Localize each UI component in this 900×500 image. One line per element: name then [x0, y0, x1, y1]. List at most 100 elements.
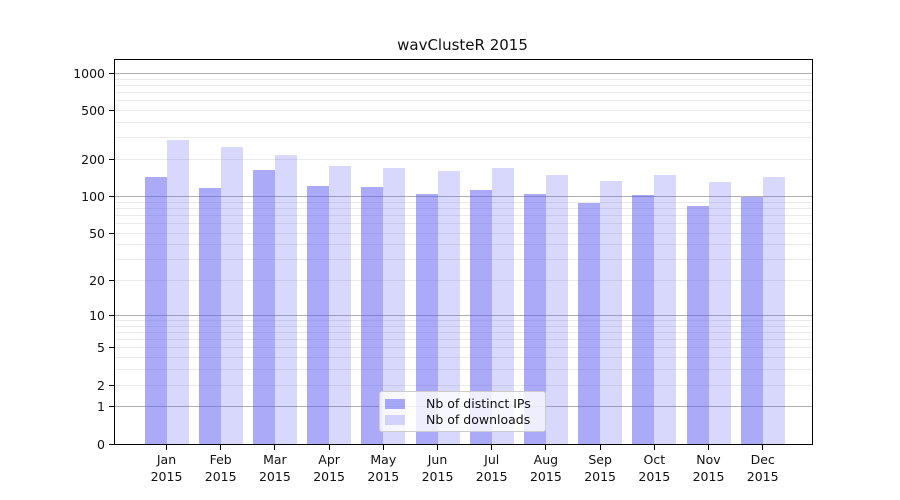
gridline-minor-700 [115, 92, 812, 94]
x-tick-label-dec: Dec 2015 [746, 452, 779, 484]
x-tick-label-jun: Jun 2015 [421, 452, 454, 484]
gridline-minor-5 [115, 347, 812, 349]
y-tick-label-10: 10 [89, 307, 105, 323]
bar-distinct-ips-nov [686, 206, 709, 444]
bar-downloads-apr [329, 166, 352, 444]
bar-downloads-aug [545, 175, 568, 444]
x-tick-nov [708, 445, 709, 450]
bar-distinct-ips-may [361, 186, 384, 444]
gridline-minor-40 [115, 244, 812, 246]
x-tick-oct [653, 445, 655, 450]
legend-label-downloads: Nb of downloads [426, 412, 531, 427]
x-tick-label-mar: Mar 2015 [258, 452, 291, 484]
gridline-minor-2 [115, 384, 812, 386]
gridline-minor-6 [115, 339, 812, 341]
y-tick-1000 [109, 73, 114, 74]
x-tick-feb [220, 445, 222, 450]
bar-downloads-jan [166, 139, 189, 444]
bar-distinct-ips-jun [415, 194, 438, 444]
bar-downloads-sep [600, 180, 623, 444]
y-tick-label-2: 2 [97, 377, 105, 393]
chart-title: wavClusteR 2015 [397, 36, 528, 54]
gridline-minor-50 [115, 232, 812, 234]
gridline-minor-500 [115, 110, 812, 112]
x-tick-label-nov: Nov 2015 [692, 452, 725, 484]
y-tick-label-200: 200 [81, 152, 105, 168]
y-tick-label-20: 20 [89, 273, 105, 289]
y-tick-20 [109, 280, 114, 282]
y-tick-label-1: 1 [97, 399, 105, 415]
gridline-minor-9 [115, 320, 812, 322]
gridline-minor-800 [115, 84, 812, 86]
y-tick-label-5: 5 [97, 340, 105, 356]
gridline-minor-90 [115, 201, 812, 203]
bar-distinct-ips-aug [523, 194, 546, 444]
x-tick-label-oct: Oct 2015 [638, 452, 671, 484]
x-tick-label-apr: Apr 2015 [313, 452, 345, 484]
y-tick-10 [109, 314, 114, 316]
y-tick-50 [109, 232, 114, 234]
x-tick-apr [328, 445, 330, 450]
y-tick-label-0: 0 [97, 436, 105, 452]
gridline-minor-30 [115, 259, 812, 261]
bar-downloads-dec [762, 176, 785, 444]
x-tick-jan [166, 445, 167, 450]
x-tick-mar [274, 445, 276, 450]
x-tick-label-jan: Jan 2015 [150, 452, 183, 484]
x-tick-jun [437, 445, 438, 450]
gridline-minor-7 [115, 331, 812, 333]
gridline-minor-600 [115, 100, 812, 102]
plot-area: Nb of distinct IPs Nb of downloads [114, 59, 813, 445]
bar-downloads-feb [220, 146, 243, 444]
gridline-major-10 [115, 314, 812, 316]
bar-distinct-ips-sep [578, 203, 601, 444]
x-tick-dec [762, 445, 764, 450]
y-tick-label-50: 50 [89, 225, 105, 241]
bar-downloads-oct [654, 174, 677, 444]
legend-swatch-distinct-ips [385, 398, 405, 409]
gridline-minor-4 [115, 357, 812, 359]
x-tick-may [382, 445, 384, 450]
gridline-major-100 [115, 196, 812, 197]
x-tick-jul [491, 445, 493, 450]
legend-label-distinct-ips: Nb of distinct IPs [426, 396, 531, 411]
bar-distinct-ips-oct [632, 195, 655, 444]
bar-distinct-ips-mar [252, 169, 275, 444]
y-tick-200 [109, 159, 114, 161]
bar-distinct-ips-feb [198, 187, 221, 444]
legend-item-downloads: Nb of downloads [385, 412, 538, 427]
y-tick-1 [109, 406, 114, 408]
y-tick-100 [109, 196, 114, 197]
bar-distinct-ips-jul [469, 189, 492, 444]
bar-downloads-nov [708, 182, 731, 444]
x-tick-label-feb: Feb 2015 [204, 452, 237, 484]
gridline-minor-200 [115, 159, 812, 161]
x-tick-aug [545, 445, 547, 450]
y-tick-5 [109, 347, 114, 349]
x-tick-label-sep: Sep 2015 [584, 452, 616, 484]
bar-downloads-jun [437, 170, 460, 444]
bar-distinct-ips-jan [144, 176, 167, 444]
bar-downloads-jul [491, 168, 514, 444]
y-tick-label-500: 500 [81, 103, 105, 119]
gridline-minor-400 [115, 122, 812, 124]
bar-distinct-ips-dec [740, 196, 763, 444]
bar-distinct-ips-apr [307, 186, 330, 444]
gridline-major-1000 [115, 73, 812, 74]
bar-downloads-mar [274, 154, 297, 444]
x-tick-label-may: May 2015 [367, 452, 400, 484]
x-tick-label-aug: Aug 2015 [529, 452, 562, 484]
legend-item-distinct-ips: Nb of distinct IPs [385, 396, 538, 411]
legend-swatch-downloads [385, 414, 405, 425]
x-tick-sep [599, 445, 601, 450]
y-tick-2 [109, 384, 114, 386]
gridline-minor-60 [115, 223, 812, 225]
legend: Nb of distinct IPs Nb of downloads [379, 391, 546, 432]
gridline-minor-80 [115, 207, 812, 209]
gridline-minor-900 [115, 78, 812, 80]
y-tick-label-1000: 1000 [73, 66, 105, 81]
y-tick-label-100: 100 [81, 189, 105, 204]
gridline-minor-70 [115, 214, 812, 216]
x-tick-label-jul: Jul 2015 [475, 452, 508, 484]
